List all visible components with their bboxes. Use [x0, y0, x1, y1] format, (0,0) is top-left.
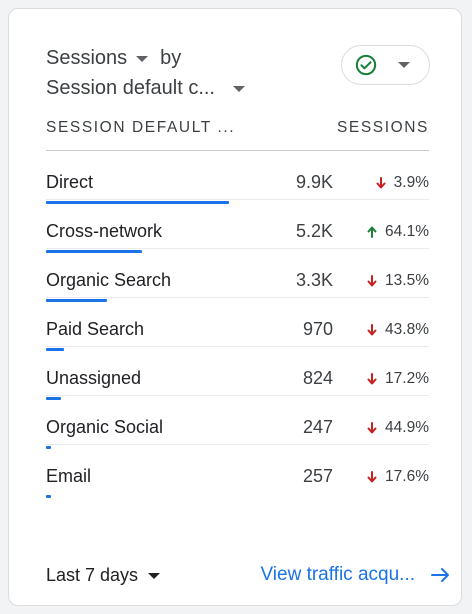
comparison-status-button[interactable] [341, 45, 430, 85]
dimension-selector[interactable]: Session default c... [46, 77, 245, 100]
change-percent: 17.6% [367, 468, 429, 486]
change-value: 17.6% [385, 468, 429, 485]
arrow-down-icon [367, 324, 377, 336]
change-percent: 17.2% [367, 370, 429, 388]
table-row[interactable]: Organic Search 3.3K 13.5% [46, 248, 429, 302]
arrow-down-icon [367, 422, 377, 434]
arrow-up-icon [367, 226, 377, 238]
sessions-value: 3.3K [295, 270, 333, 290]
traffic-card: Sessions by Session default c... SESSION… [8, 8, 462, 606]
table-row[interactable]: Organic Social 247 44.9% [46, 395, 429, 449]
arrow-down-icon [367, 471, 377, 483]
table-row[interactable]: Paid Search 970 43.8% [46, 297, 429, 351]
change-value: 64.1% [385, 223, 429, 240]
check-circle-icon [355, 54, 377, 76]
sessions-value: 970 [302, 319, 333, 339]
table-header: SESSION DEFAULT ... SESSIONS [46, 119, 429, 137]
sessions-value: 257 [302, 466, 333, 486]
chevron-down-icon [136, 55, 149, 62]
change-value: 44.9% [385, 419, 429, 436]
channel-name: Cross-network [46, 221, 163, 241]
date-range-label: Last 7 days [46, 565, 139, 585]
change-value: 43.8% [385, 321, 429, 338]
dimension-label: Session default c... [46, 77, 215, 99]
change-percent: 64.1% [367, 223, 429, 241]
table-row[interactable]: Email 257 17.6% [46, 444, 429, 498]
share-bar [46, 446, 51, 449]
share-bar [46, 250, 142, 253]
sessions-value: 9.9K [295, 172, 333, 192]
share-bar [46, 495, 51, 498]
sessions-value: 824 [302, 368, 333, 388]
channel-name: Direct [46, 172, 94, 192]
change-percent: 3.9% [376, 174, 429, 192]
channel-name: Organic Social [46, 417, 164, 437]
share-bar [46, 397, 61, 400]
metric-label: Sessions [46, 47, 128, 69]
share-bar [46, 201, 229, 204]
change-value: 3.9% [393, 174, 429, 191]
view-link-label: View traffic acqu... [260, 564, 415, 585]
change-value: 13.5% [385, 272, 429, 289]
change-percent: 13.5% [367, 272, 429, 290]
change-percent: 43.8% [367, 321, 429, 339]
sessions-value: 5.2K [295, 221, 333, 241]
share-bar [46, 299, 107, 302]
table-row[interactable]: Unassigned 824 17.2% [46, 346, 429, 400]
chevron-down-icon [232, 85, 245, 92]
chevron-down-icon [148, 572, 161, 579]
view-traffic-acquisition-link[interactable]: View traffic acqu... [260, 564, 451, 586]
arrow-down-icon [376, 177, 386, 189]
column-header-sessions: SESSIONS [336, 119, 429, 136]
date-range-selector[interactable]: Last 7 days [46, 565, 161, 586]
chevron-down-icon [398, 62, 410, 68]
card-title-line-1: Sessions by [46, 47, 181, 70]
metric-selector[interactable]: Sessions [46, 47, 149, 70]
share-bar [46, 348, 64, 351]
arrow-down-icon [367, 275, 377, 287]
change-value: 17.2% [385, 370, 429, 387]
by-label: by [160, 47, 182, 69]
column-header-dimension: SESSION DEFAULT ... [46, 119, 236, 136]
arrow-right-icon [431, 568, 449, 582]
channel-name: Organic Search [46, 270, 172, 290]
channel-name: Unassigned [46, 368, 142, 388]
channel-name: Email [46, 466, 92, 486]
table-row[interactable]: Direct 9.9K 3.9% [46, 150, 429, 204]
sessions-value: 247 [302, 417, 333, 437]
table-row[interactable]: Cross-network 5.2K 64.1% [46, 199, 429, 253]
change-percent: 44.9% [367, 419, 429, 437]
channel-name: Paid Search [46, 319, 145, 339]
arrow-down-icon [367, 373, 377, 385]
channel-table: Direct 9.9K 3.9% Cross-network 5.2K 64.1% Orga… [46, 150, 429, 498]
